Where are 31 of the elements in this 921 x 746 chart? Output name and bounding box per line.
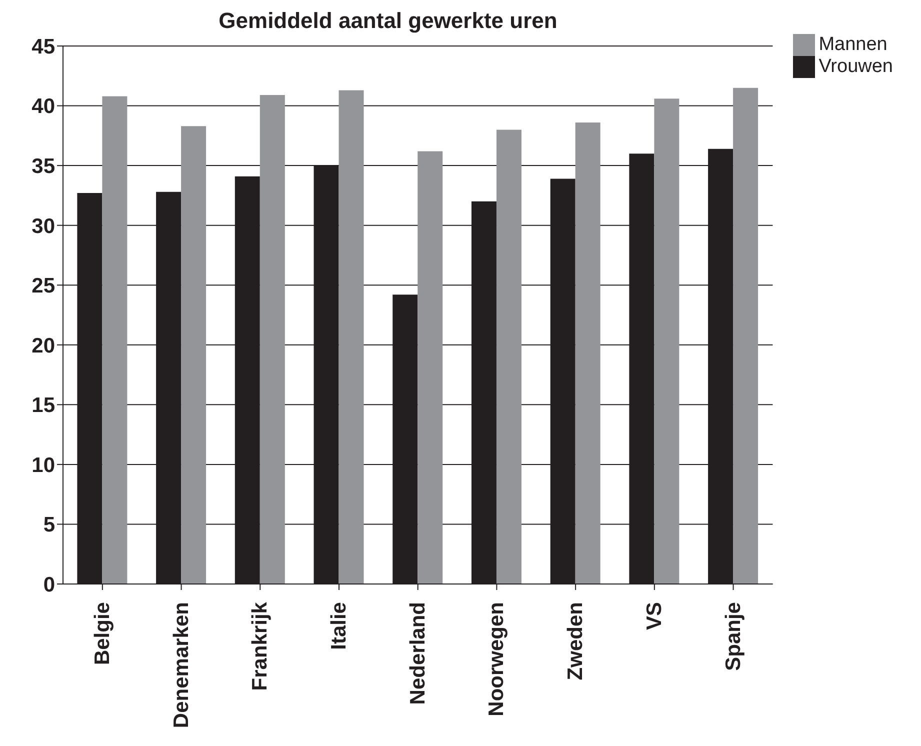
bar [181,126,206,584]
y-tick-label: 10 [32,454,55,477]
y-tick-label: 0 [43,573,55,596]
x-tick-label: Spanje [722,602,745,671]
x-tick-label: Zweden [564,602,588,680]
bar [575,122,600,584]
bar [496,130,522,584]
x-tick-label: Belgie [90,602,114,666]
x-tick-label: Noorwegen [485,602,508,716]
y-tick-label: 45 [32,35,56,58]
y-tick-label: 40 [32,95,55,118]
x-tick-label: VS [642,602,666,630]
bar [418,151,443,584]
x-tick-label: Denemarken [170,602,193,728]
bar [260,95,285,584]
x-tick-label: Italie [327,602,350,650]
y-tick-label: 30 [32,214,55,238]
y-tick-label: 15 [32,394,56,418]
chart-title: Gemiddeld aantal gewerkte uren [218,8,558,34]
y-tick-label: 35 [32,155,56,178]
y-tick-label: 20 [32,334,55,358]
bar [338,90,364,584]
y-tick-label: 5 [43,514,56,537]
x-tick-label: Frankrijk [248,602,272,691]
legend-label: Mannen [818,34,888,56]
legend-label: Vrouwen [818,56,893,78]
y-tick-label: 25 [32,274,56,298]
bar [733,88,758,584]
x-tick-label: Nederland [406,602,430,705]
bar [654,98,680,584]
bar [102,96,128,584]
